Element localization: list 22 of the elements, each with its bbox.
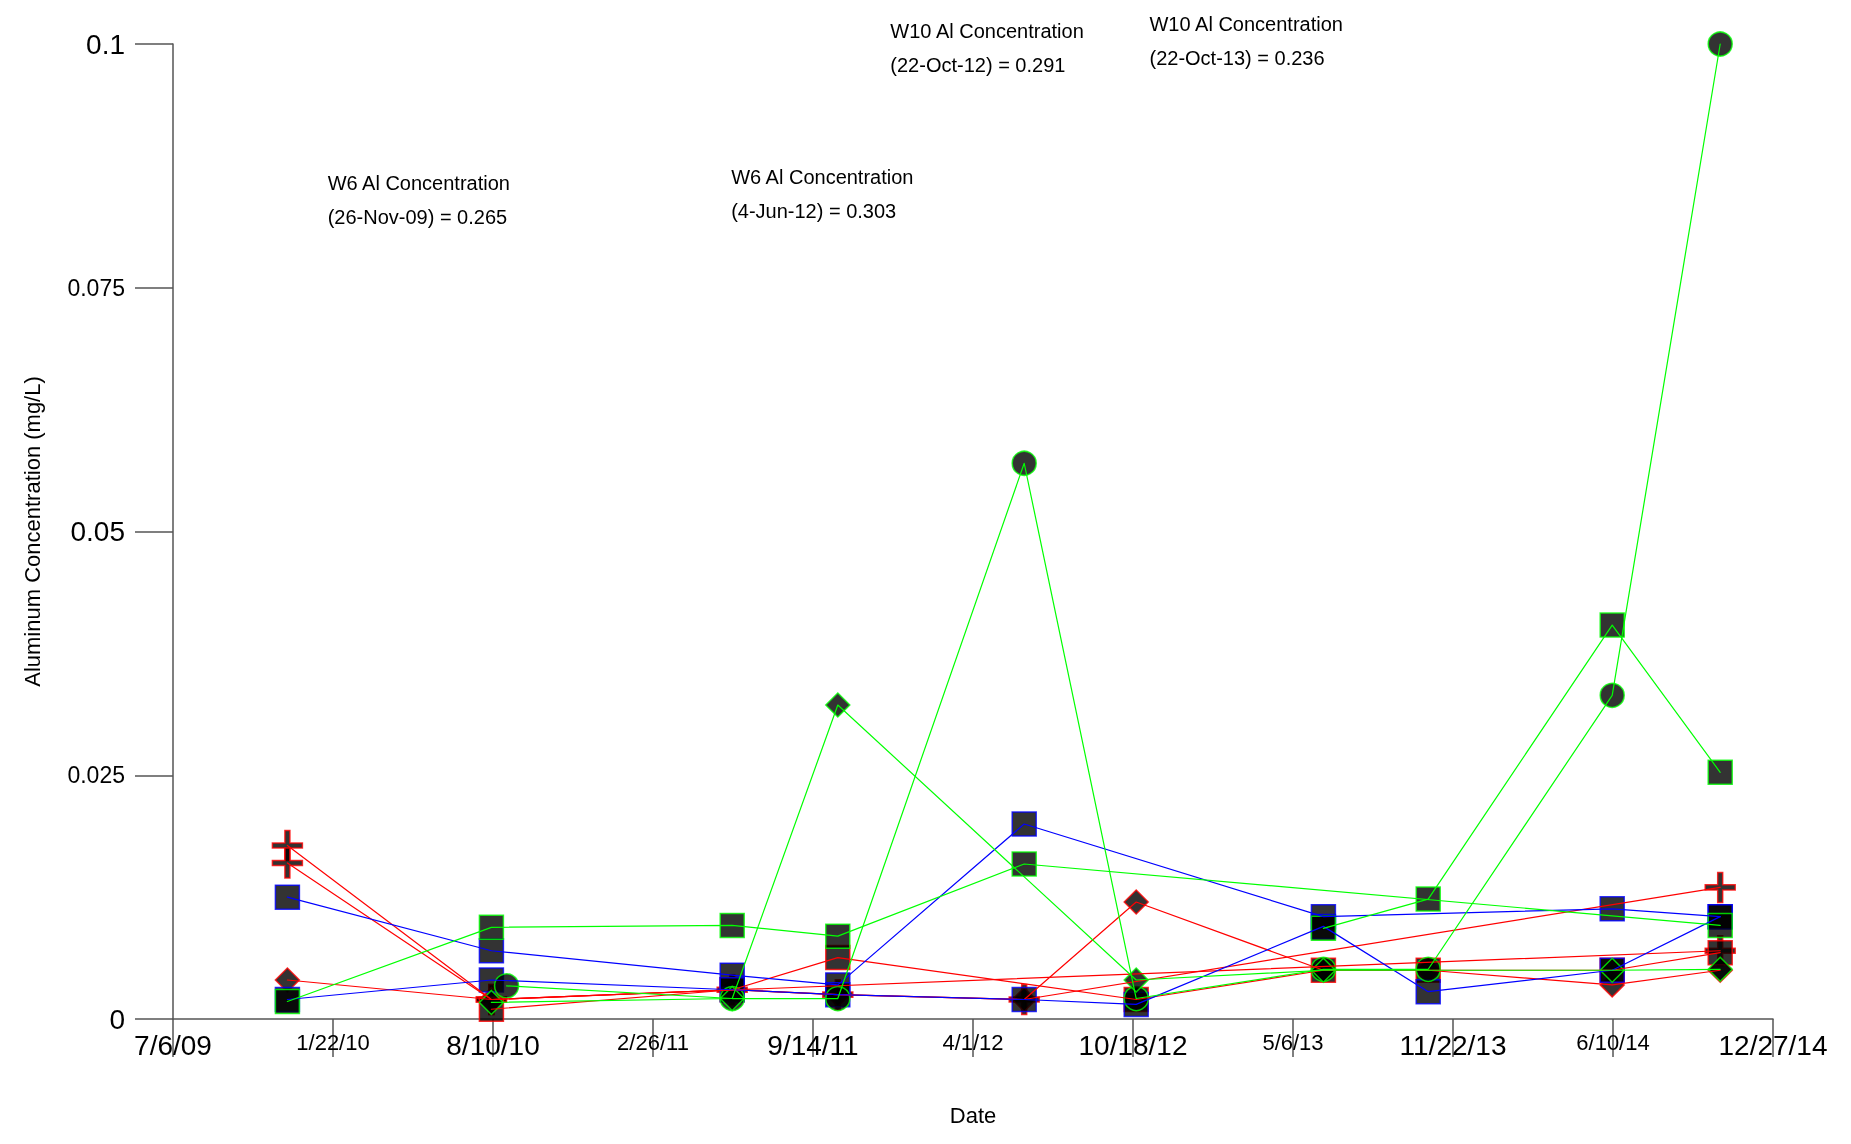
y-tick-label: 0.1 [86,28,125,60]
x-tick-label: 1/22/10 [296,1029,370,1055]
y-tick-label: 0 [109,1003,125,1035]
y-tick-label: 0.075 [67,274,125,301]
x-axis-title: Date [949,1102,997,1128]
x-tick-label: 7/6/09 [134,1029,212,1061]
x-tick-label: 10/18/12 [1078,1029,1188,1061]
x-tick-label: 12/27/14 [1718,1029,1828,1061]
annotation: W6 Al Concentration (26-Nov-09) = 0.265 [327,171,510,228]
annotation: W10 Al Concentration (22-Oct-13) = 0.236 [1149,12,1343,69]
annotation: W6 Al Concentration (4-Jun-12) = 0.303 [731,166,914,223]
annotation: W10 Al Concentration (22-Oct-12) = 0.291 [890,19,1084,76]
y-tick-label: 0.05 [70,516,125,547]
x-tick-label: 6/10/14 [1576,1029,1650,1055]
x-tick-label: 11/22/13 [1399,1029,1507,1061]
x-tick-label: 8/10/10 [446,1029,540,1061]
x-tick-label: 4/1/12 [942,1029,1004,1055]
x-tick-label: 9/14/11 [767,1029,859,1061]
x-tick-label: 2/26/11 [617,1029,689,1055]
y-tick-label: 0.025 [67,762,125,789]
y-axis-title: Aluminum Concentration (mg/L) [19,376,45,687]
x-tick-label: 5/6/13 [1262,1029,1324,1055]
